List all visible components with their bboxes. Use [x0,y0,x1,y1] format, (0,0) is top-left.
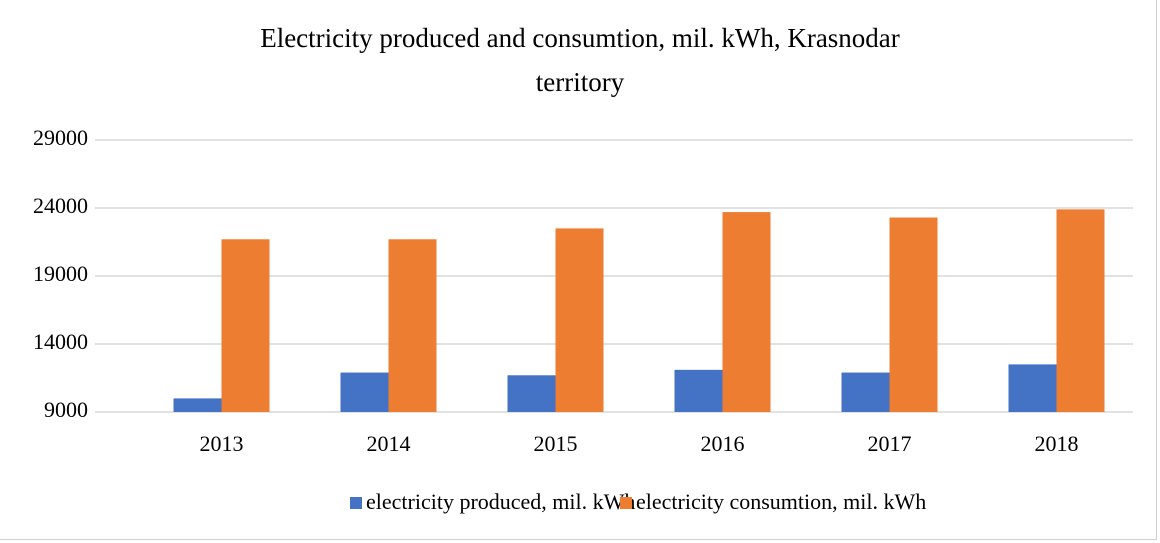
bar [1008,364,1057,412]
x-tick-label: 2015 [534,431,578,456]
y-tick-label: 24000 [33,193,88,218]
y-tick-label: 19000 [33,261,88,286]
bar [221,239,270,412]
legend-swatch [620,497,632,509]
legend-label: electricity consumtion, mil. kWh [636,489,926,514]
bar [1056,209,1105,412]
bar [340,372,389,412]
bar [173,398,222,412]
y-tick-label: 29000 [33,125,88,150]
x-tick-label: 2013 [200,431,244,456]
bar [555,228,604,412]
legend-swatch [350,497,362,509]
x-tick-label: 2017 [868,431,912,456]
bar [674,369,723,412]
x-tick-label: 2016 [701,431,745,456]
bar [507,375,556,412]
legend-label: electricity produced, mil. kWh [366,489,635,514]
x-tick-label: 2018 [1035,431,1079,456]
y-tick-label: 14000 [33,329,88,354]
x-tick-label: 2014 [367,431,411,456]
bar [722,212,771,412]
chart-title: Electricity produced and consumtion, mil… [260,23,900,97]
y-tick-label: 9000 [44,397,88,422]
bar [889,217,938,412]
bar [388,239,437,412]
bar [841,372,890,412]
